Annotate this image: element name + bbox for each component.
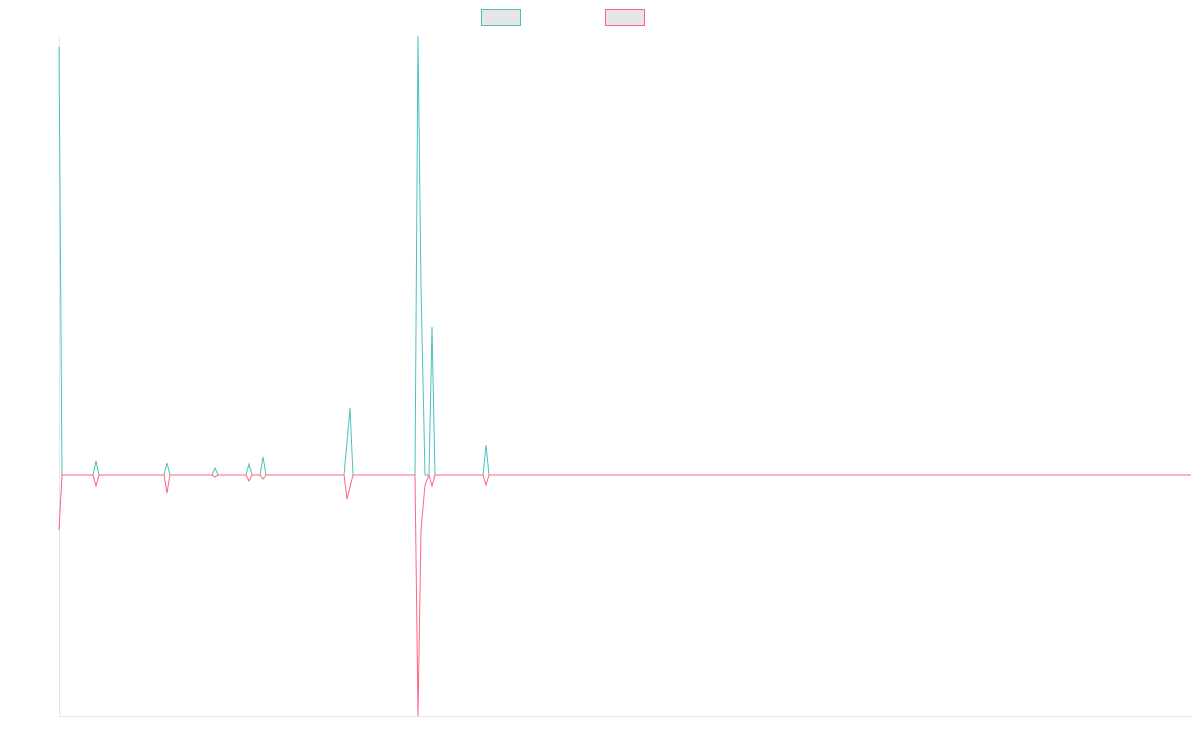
legend-swatch	[481, 9, 521, 26]
series-line	[58, 35, 1191, 476]
series-line	[58, 473, 1191, 717]
legend-swatch	[605, 9, 645, 26]
